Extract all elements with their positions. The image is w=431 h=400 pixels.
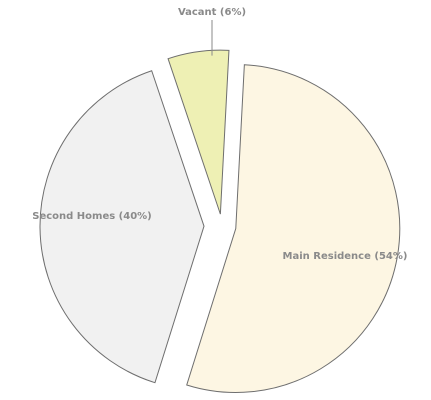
slice-label: Main Residence (54%) bbox=[283, 251, 408, 262]
pie-slice bbox=[186, 64, 401, 393]
slice-label: Second Homes (40%) bbox=[32, 211, 152, 222]
pie-slice bbox=[167, 49, 230, 215]
slice-label: Vacant (6%) bbox=[178, 7, 246, 18]
pie-slice bbox=[39, 70, 205, 384]
